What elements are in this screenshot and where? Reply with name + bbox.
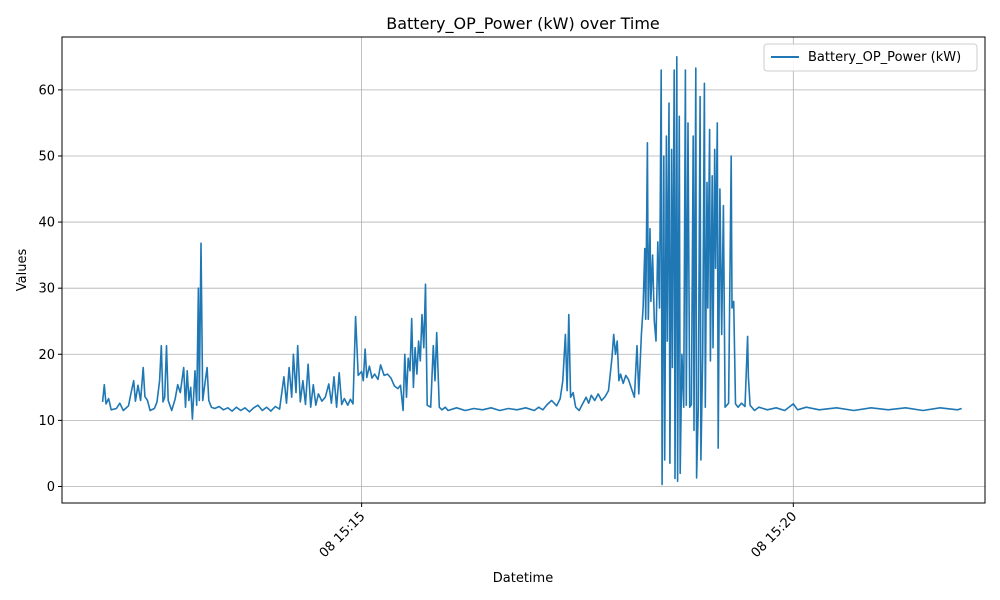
- y-tick-label: 0: [47, 480, 55, 495]
- series-layer: [101, 56, 962, 486]
- y-tick-label: 60: [38, 83, 55, 98]
- legend: Battery_OP_Power (kW): [763, 43, 978, 72]
- y-tick-label: 50: [38, 149, 55, 164]
- y-tick-label: 30: [38, 282, 55, 297]
- y-tick-label: 20: [38, 348, 55, 363]
- grid-lines: [62, 37, 985, 503]
- x-axis-title: Datetime: [493, 571, 553, 586]
- plot-frame: [61, 36, 986, 504]
- legend-label: Battery_OP_Power (kW): [808, 50, 961, 65]
- legend-box: [763, 43, 978, 72]
- y-tick-label: 40: [38, 216, 55, 231]
- y-tick-label: 10: [38, 414, 55, 429]
- series-line: [101, 56, 962, 486]
- y-axis-ticks: 0 10 20 30 40 50 60: [38, 83, 62, 495]
- chart-title: Battery_OP_Power (kW) over Time: [386, 14, 660, 34]
- y-axis-title: Values: [15, 249, 30, 292]
